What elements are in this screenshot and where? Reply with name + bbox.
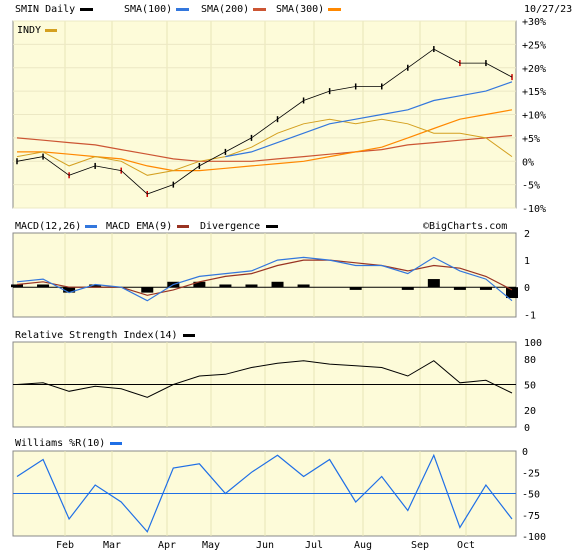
symbol-label: SMIN Daily (15, 4, 75, 15)
macd-ema-legend-swatch (177, 225, 189, 228)
divergence-bar (63, 287, 76, 293)
williams-y-tick-label: 0 (522, 447, 528, 458)
williams-y-tick-label: -75 (522, 511, 540, 522)
sma200-legend-swatch (253, 8, 266, 11)
williams-line (16, 453, 513, 533)
month-tick-label: Feb (56, 540, 74, 551)
rsi-y-tick-label: 0 (524, 423, 530, 434)
sma300-label: SMA(300) (276, 4, 324, 15)
divergence-bar (453, 287, 466, 290)
rsi-label: Relative Strength Index(14) (15, 330, 178, 341)
divergence-bar (297, 284, 310, 288)
rsi-y-tick-label: 20 (524, 406, 536, 417)
rsi-line (16, 360, 513, 398)
sma200-label: SMA(200) (201, 4, 249, 15)
price-y-tick-label: -10% (522, 204, 546, 215)
divergence-label: Divergence (200, 221, 260, 232)
month-tick-label: May (202, 540, 220, 551)
price-y-tick-label: 0% (522, 157, 534, 168)
month-tick-label: Mar (103, 540, 121, 551)
divergence-bar (219, 284, 232, 288)
price-y-tick-label: +5% (522, 134, 540, 145)
macd-ema-label: MACD EMA(9) (106, 221, 172, 232)
williams-legend-swatch (110, 442, 122, 445)
price-y-tick-label: +10% (522, 111, 546, 122)
rsi-y-tick-label: 80 (524, 355, 536, 366)
rsi-y-tick-label: 50 (524, 381, 536, 392)
divergence-bar (37, 284, 50, 288)
macd-legend-swatch (85, 225, 97, 228)
macd-y-tick-label: 1 (524, 256, 530, 267)
index-line (16, 118, 513, 176)
month-tick-label: Sep (411, 540, 429, 551)
sma300-line (16, 134, 513, 162)
divergence-bar (245, 284, 258, 288)
month-tick-label: Oct (457, 540, 475, 551)
index-label: INDY (17, 25, 41, 36)
divergence-bar (141, 287, 154, 293)
divergence-bar (11, 284, 23, 288)
watermark: ©BigCharts.com (423, 221, 507, 232)
macd-ema-line (16, 259, 513, 296)
macd-y-tick-label: 0 (524, 283, 530, 294)
price-y-tick-label: +25% (522, 40, 546, 51)
month-tick-label: Aug (354, 540, 372, 551)
chart-marks: Feb Mar Apr May Jun Jul Aug Sep Oct +30% +25% +20% +… (11, 17, 546, 551)
sma300-legend-swatch (328, 8, 341, 11)
divergence-bar (349, 287, 362, 290)
divergence-legend-swatch (266, 225, 278, 228)
divergence-bar (89, 284, 102, 288)
macd-y-tick-label: 2 (524, 229, 530, 240)
sma100-label: SMA(100) (124, 4, 172, 15)
index-legend-swatch (45, 29, 57, 32)
rsi-legend-swatch (183, 334, 195, 337)
williams-label: Williams %R(10) (15, 438, 105, 449)
divergence-bar (427, 279, 440, 288)
chart-date: 10/27/23 (524, 4, 572, 15)
divergence-bar (271, 281, 284, 288)
divergence-bar (193, 281, 206, 288)
month-tick-label: Jun (256, 540, 274, 551)
williams-y-tick-label: -100 (522, 532, 546, 543)
price-line (16, 48, 513, 195)
macd-label: MACD(12,26) (15, 221, 81, 232)
sma100-line (225, 81, 513, 158)
williams-y-tick-label: -25 (522, 468, 540, 479)
price-y-tick-label: +15% (522, 87, 546, 98)
divergence-bar (506, 287, 518, 299)
williams-y-tick-label: -50 (522, 490, 540, 501)
month-tick-label: Jul (305, 540, 323, 551)
macd-line (16, 256, 513, 302)
macd-y-tick-label: -1 (524, 310, 536, 321)
sma100-legend-swatch (176, 8, 189, 11)
price-y-tick-label: +30% (522, 17, 546, 28)
month-tick-label: Apr (158, 540, 176, 551)
symbol-legend-swatch (80, 8, 93, 11)
rsi-y-tick-label: 100 (524, 338, 542, 349)
divergence-bar (401, 287, 414, 290)
price-y-tick-label: +20% (522, 64, 546, 75)
divergence-bar (479, 287, 492, 290)
price-y-tick-label: -5% (522, 181, 540, 192)
